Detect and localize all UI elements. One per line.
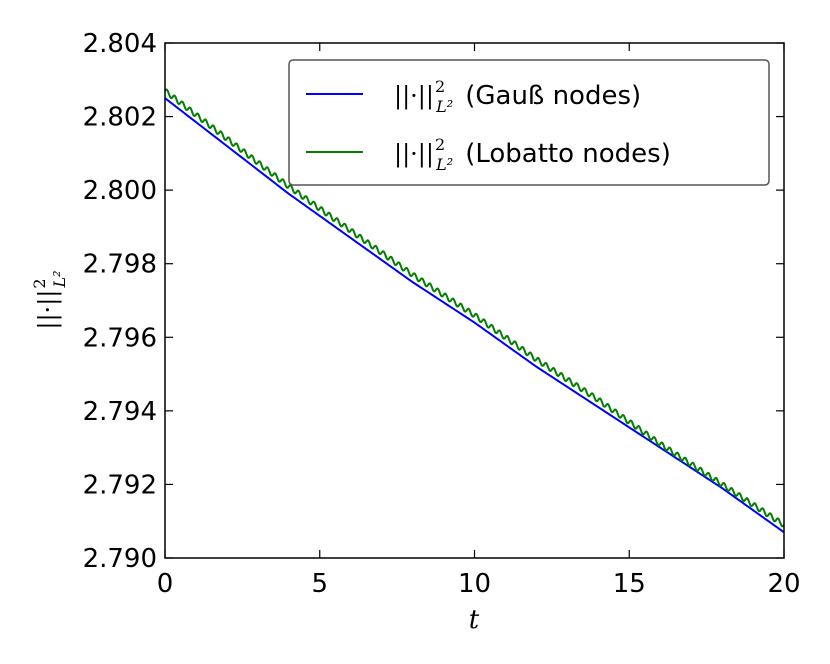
legend-sup-lobatto: 2: [435, 135, 445, 154]
x-tick-label: 10: [458, 569, 491, 599]
legend-norm-gauss: ||·||: [394, 82, 434, 111]
svg-text:||·||2L²: ||·|| 2L²: [30, 270, 69, 329]
legend: ||·||2 L² (Gauß nodes) ||·||2 L² (Lobatto no…: [288, 59, 770, 186]
legend-label-gauss: ||·||2 L² (Gauß nodes): [394, 77, 641, 116]
x-tick-label: 0: [157, 569, 174, 599]
x-tick-label: 5: [311, 569, 328, 599]
y-tick-label: 2.800: [83, 176, 157, 206]
legend-norm-lobatto: ||·||: [394, 140, 434, 169]
x-axis-title: t: [469, 605, 480, 635]
plot-frame: [164, 42, 785, 559]
y-tick-label: 2.802: [83, 103, 157, 133]
legend-sub-gauss: L²: [435, 97, 453, 116]
y-tick-label: 2.794: [83, 397, 157, 427]
y-axis-title-base: ||·||: [34, 290, 63, 330]
y-axis-title-sub: L²: [50, 270, 69, 288]
y-tick-label: 2.792: [83, 470, 157, 500]
y-tick-label: 2.798: [83, 250, 157, 280]
x-tick-label: 15: [613, 569, 646, 599]
y-tick-label: 2.796: [83, 323, 157, 353]
legend-sup-gauss: 2: [435, 77, 445, 96]
y-axis-title-sup: 2: [30, 278, 49, 288]
legend-label-lobatto: ||·||2 L² (Lobatto nodes): [394, 135, 671, 174]
series-layer: [164, 88, 785, 534]
series-line-1: [164, 88, 785, 528]
y-axis-title: ||·|| 2L²: [30, 270, 69, 329]
legend-box: [288, 59, 770, 186]
y-tick-label: 2.790: [83, 544, 157, 574]
x-tick-label: 20: [767, 569, 800, 599]
legend-sub-lobatto: L²: [435, 155, 453, 174]
legend-text-gauss: (Gauß nodes): [465, 81, 641, 111]
y-tick-label: 2.804: [83, 29, 157, 59]
legend-text-lobatto: (Lobatto nodes): [465, 139, 671, 169]
ticks-layer: 0 5 10 15 20 2.790 2.792 2.794 2.796 2.798 2.800 2.…: [83, 29, 801, 599]
